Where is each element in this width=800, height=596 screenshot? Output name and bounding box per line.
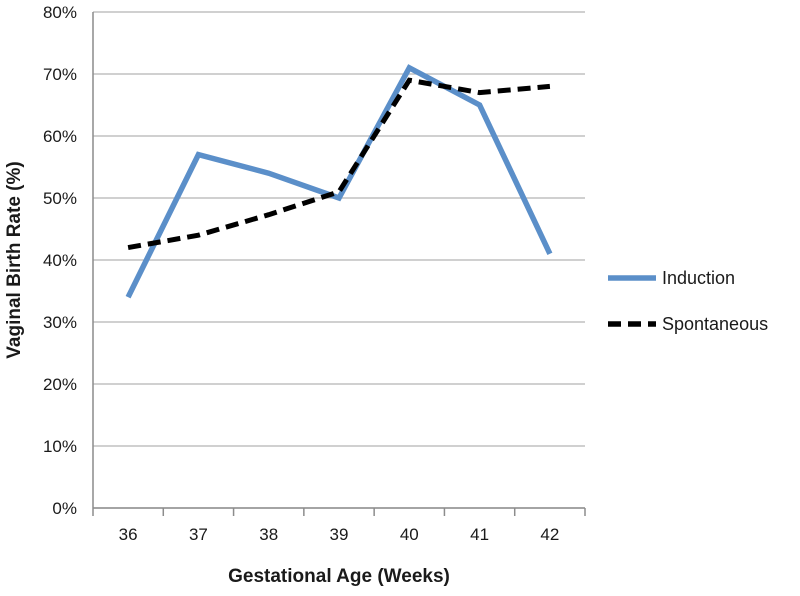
x-tick-label: 42 <box>540 525 559 544</box>
axes <box>92 12 586 516</box>
y-tick-label: 40% <box>43 251 77 270</box>
y-tick-label: 10% <box>43 437 77 456</box>
y-axis-title: Vaginal Birth Rate (%) <box>4 161 25 358</box>
tick-labels: 0% 10% 20% 30% 40% 50% 60% 70% 80% 36 37 38 39 40 41 42 <box>43 3 559 544</box>
x-axis-title: Gestational Age (Weeks) <box>228 566 450 587</box>
y-tick-label: 80% <box>43 3 77 22</box>
series-lines <box>125 64 553 299</box>
x-tick-label: 38 <box>259 525 278 544</box>
y-tick-label: 0% <box>52 499 77 518</box>
series-line-spontaneous <box>127 77 551 251</box>
x-tick-label: 41 <box>470 525 489 544</box>
y-tick-label: 60% <box>43 127 77 146</box>
legend: Induction Spontaneous <box>608 268 768 334</box>
x-tick-label: 40 <box>400 525 419 544</box>
y-tick-label: 30% <box>43 313 77 332</box>
y-tick-label: 70% <box>43 65 77 84</box>
series-line-induction <box>125 64 553 299</box>
x-tick-label: 39 <box>330 525 349 544</box>
legend-label-spontaneous: Spontaneous <box>662 314 768 334</box>
y-tick-label: 20% <box>43 375 77 394</box>
y-tick-label: 50% <box>43 189 77 208</box>
gridlines <box>93 11 585 509</box>
legend-label-induction: Induction <box>662 268 735 288</box>
x-tick-label: 37 <box>189 525 208 544</box>
x-tick-label: 36 <box>119 525 138 544</box>
